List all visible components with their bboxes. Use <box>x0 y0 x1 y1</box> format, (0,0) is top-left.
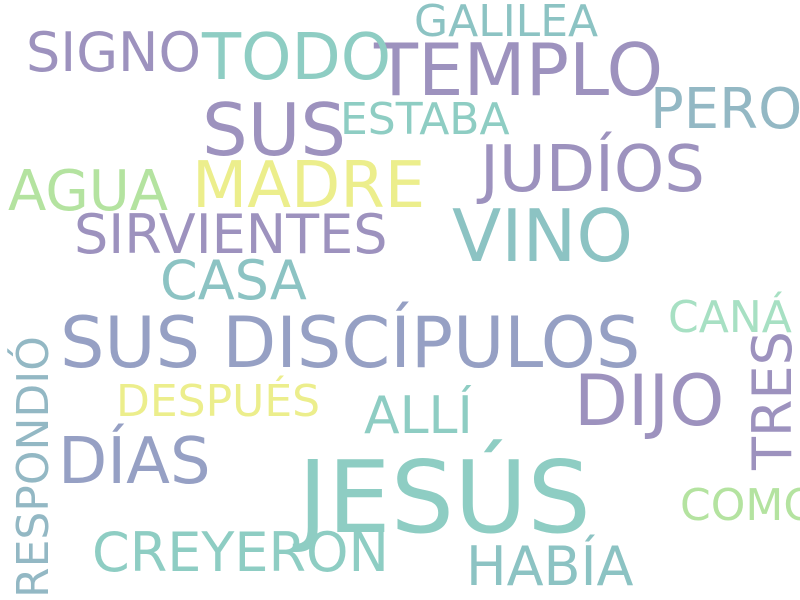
word-alli: ALLÍ <box>364 386 473 446</box>
word-sirvientes: SIRVIENTES <box>74 203 388 266</box>
word-judios: JUDÍOS <box>480 133 705 207</box>
word-cana: CANÁ <box>668 292 792 343</box>
word-sus-discipulos: SUS DISCÍPULOS <box>60 302 641 384</box>
word-habia: HABÍA <box>466 535 634 598</box>
word-sus: SUS <box>202 88 347 172</box>
word-pero: PERO <box>650 77 800 142</box>
word-signo: SIGNO <box>26 21 201 84</box>
word-como: COMO <box>680 480 800 531</box>
word-vino: VINO <box>452 194 634 278</box>
word-agua: AGUA <box>8 159 169 224</box>
word-dijo: DIJO <box>574 360 725 442</box>
word-tres: TRES <box>741 331 800 470</box>
word-todo: TODO <box>202 21 392 95</box>
word-respondio: RESPONDIÓ <box>8 336 59 598</box>
word-despues: DESPUÉS <box>116 376 321 427</box>
word-casa: CASA <box>160 249 307 312</box>
word-creyeron: CREYERON <box>92 521 389 584</box>
word-estaba: ESTABA <box>340 94 510 145</box>
word-templo: TEMPLO <box>374 28 664 112</box>
word-galilea: GALILEA <box>414 0 599 47</box>
word-madre: MADRE <box>192 149 426 223</box>
word-jesus: JESÚS <box>298 439 591 556</box>
word-dias: DÍAS <box>58 425 211 499</box>
